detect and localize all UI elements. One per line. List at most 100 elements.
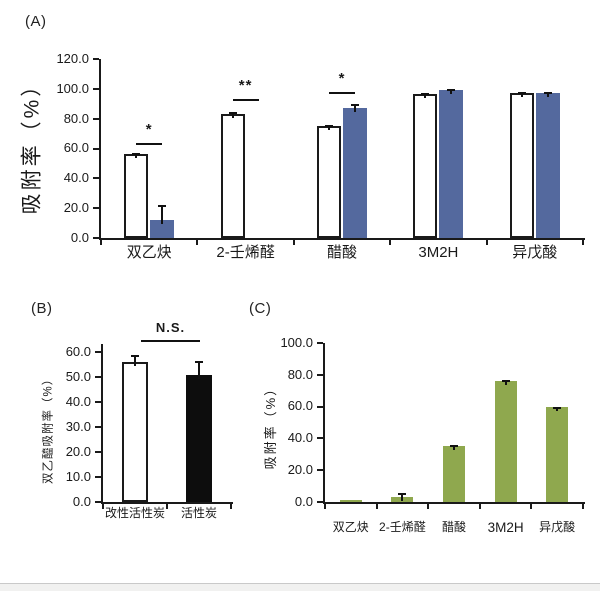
x-tick [478,504,481,509]
y-axis [323,343,325,504]
x-axis [99,238,585,240]
error-cap [131,354,139,357]
x-tick [427,504,430,509]
footer-strip [0,583,600,591]
y-tick [317,342,323,344]
significance-line [232,99,259,102]
error-cap [195,360,203,363]
y-tick [93,237,99,239]
x-axis [101,502,233,504]
x-tick [582,240,584,245]
x-tick [100,240,102,245]
bar [150,220,175,238]
category-label: 活性炭 [180,506,217,520]
y-tick [317,469,323,472]
y-axis-title: 吸附率（%） [20,72,44,215]
y-tick [93,147,99,150]
bar [186,374,212,502]
x-tick [196,240,199,245]
y-tick-label: 20.0 [65,443,91,459]
y-tick [93,58,99,60]
y-tick-label: 60.0 [63,140,89,156]
y-tick [93,207,99,210]
y-tick [95,351,101,353]
error-bar [198,360,200,379]
y-tick [317,405,323,408]
error-cap [450,444,458,447]
error-cap [421,92,430,95]
bar [413,94,438,238]
bar [494,381,517,502]
y-tick-label: 80.0 [287,366,313,382]
category-label: 3M2H [487,520,524,535]
category-label: 异戊酸 [512,244,558,261]
x-tick [292,240,295,245]
error-bar [556,406,559,412]
y-tick-label: 0.0 [294,493,313,509]
y-tick-label: 30.0 [65,418,91,434]
error-cap [543,92,552,95]
x-tick [485,240,488,245]
category-label: 3M2H [418,244,459,261]
category-label: 醋酸 [326,244,357,261]
error-cap [228,111,237,114]
bar [220,114,245,238]
error-cap [132,152,141,155]
error-bar [161,205,164,225]
y-tick-label: 40.0 [65,393,91,409]
error-bar [453,444,455,451]
error-cap [351,103,359,106]
x-tick [582,504,584,509]
category-label: 双乙炔 [332,520,369,534]
y-axis [99,59,101,240]
x-tick [375,504,378,509]
y-tick [95,401,101,403]
error-bar [135,152,138,159]
error-cap [447,88,456,91]
y-tick-label: 40.0 [63,170,89,186]
error-bar [504,380,507,386]
error-bar [401,493,404,502]
y-tick [93,177,99,180]
y-tick-label: 20.0 [63,200,89,216]
x-tick [102,504,104,509]
error-bar [424,92,427,99]
y-tick [95,376,101,378]
category-label: 双乙炔 [126,244,172,261]
y-tick-label: 100.0 [56,80,89,96]
error-bar [231,111,234,119]
error-cap [398,493,407,496]
category-label: 醋酸 [441,520,466,534]
significance-label: * [145,120,153,138]
error-cap [501,380,510,383]
bar [339,500,362,502]
y-tick [95,451,101,453]
error-cap [553,406,562,409]
x-tick [230,504,232,509]
y-tick-label: 50.0 [65,368,91,384]
bar [443,446,465,502]
error-bar [450,88,453,95]
error-cap [517,91,526,94]
significance-label: * [338,69,346,87]
y-tick-label: 80.0 [63,110,89,126]
panel-a-label: (A) [25,13,47,30]
x-tick [166,504,168,509]
category-label: 2-壬烯醛 [379,520,426,534]
y-tick-label: 20.0 [287,462,313,478]
error-cap [158,205,167,208]
x-tick [324,504,326,509]
x-tick [389,240,392,245]
error-bar [134,354,136,366]
bar [317,126,341,238]
bar [124,154,149,238]
y-axis-title: 双乙醯吸附率（%） [42,373,55,485]
bar [343,108,367,238]
y-tick-label: 0.0 [72,493,91,509]
y-tick [95,426,101,428]
significance-label: ** [238,77,253,95]
y-tick-label: 40.0 [287,430,313,446]
bar [122,362,148,502]
category-label: 2-壬烯醛 [216,244,275,261]
